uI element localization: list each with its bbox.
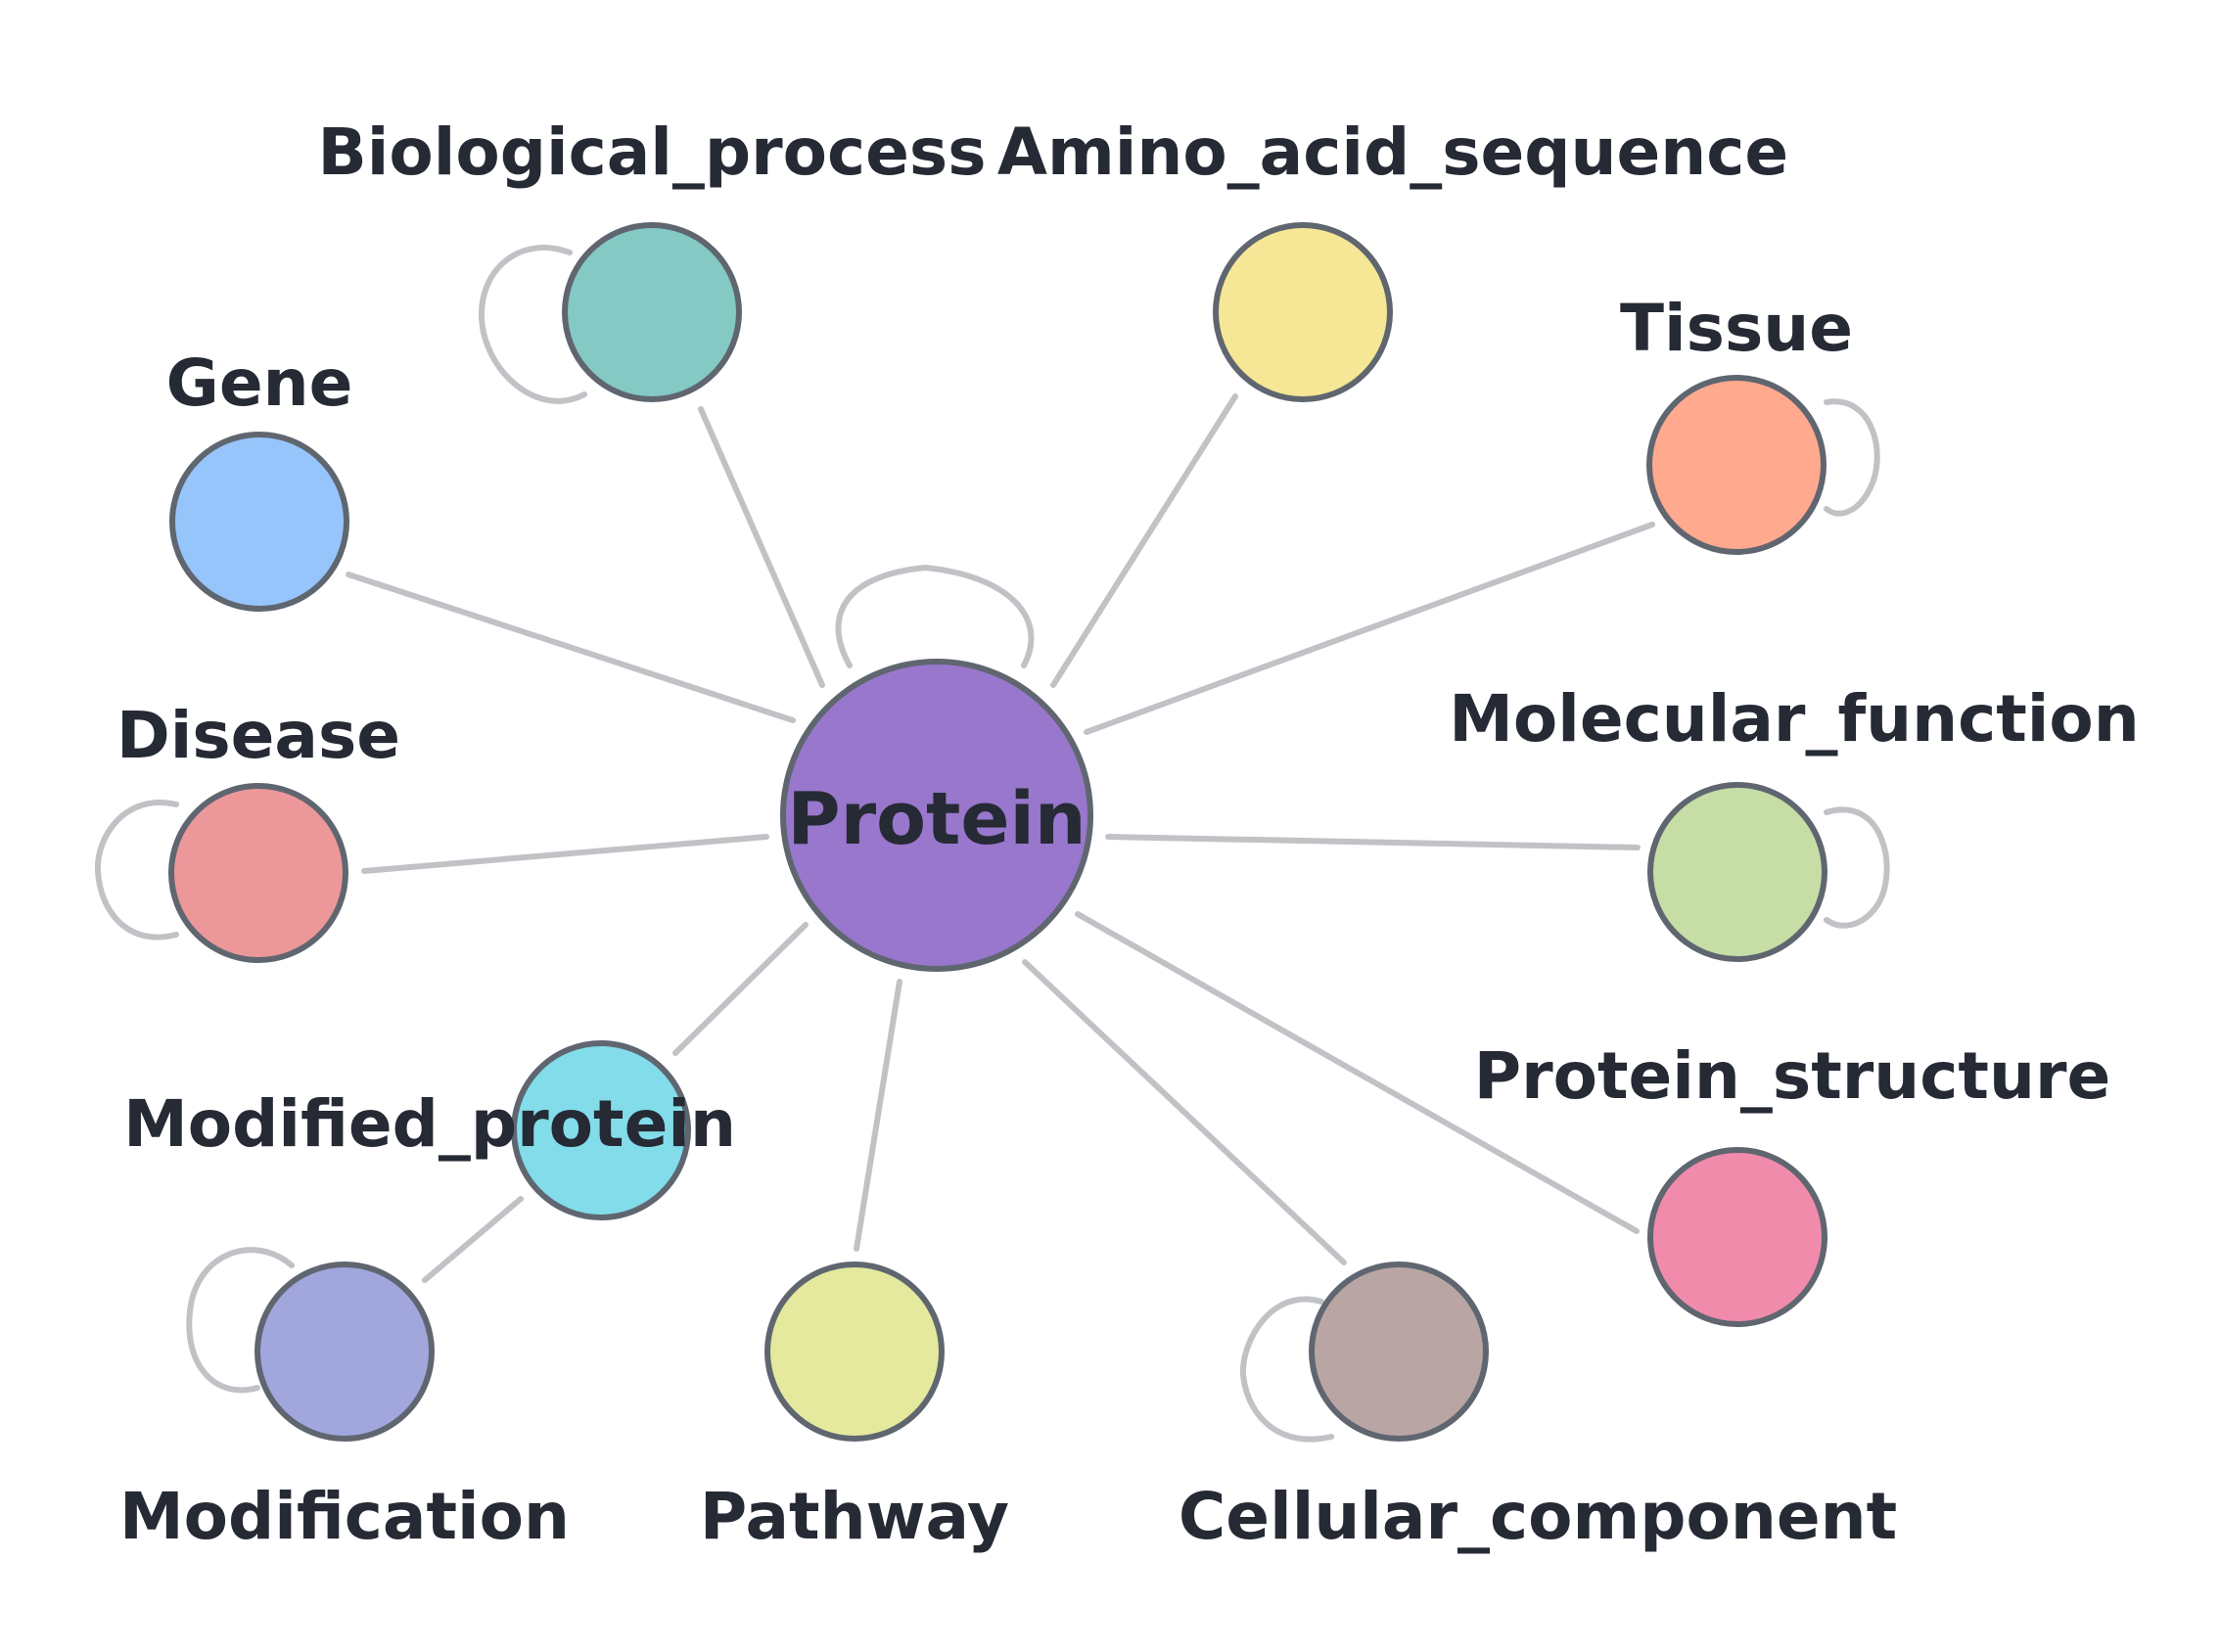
- node-gene[interactable]: [169, 432, 349, 612]
- edge-protein-protein-structure: [1075, 911, 1640, 1234]
- node-label-molecular-function: Molecular_function: [1449, 681, 2140, 757]
- node-disease[interactable]: [168, 783, 348, 963]
- edge-protein-molecular-function: [1105, 834, 1641, 850]
- node-biological-process[interactable]: [562, 222, 742, 402]
- edge-protein-cellular-component: [1022, 959, 1347, 1265]
- self-loop-protein: [835, 564, 1035, 668]
- node-label-gene: Gene: [166, 345, 353, 421]
- self-loop-biological-process: [478, 245, 587, 404]
- node-tissue[interactable]: [1646, 375, 1827, 555]
- edges: [346, 393, 1655, 1283]
- node-amino-acid-sequence[interactable]: [1213, 222, 1393, 402]
- node-label-disease: Disease: [116, 698, 400, 773]
- self-loop-disease: [94, 800, 179, 941]
- node-cellular-component[interactable]: [1309, 1262, 1489, 1442]
- edge-protein-pathway: [854, 979, 902, 1252]
- edge-protein-tissue: [1084, 522, 1655, 735]
- node-modification[interactable]: [254, 1262, 435, 1442]
- node-label-protein-structure: Protein_structure: [1474, 1038, 2111, 1114]
- node-label-modification: Modification: [119, 1479, 570, 1554]
- edge-protein-biological-process: [698, 406, 825, 688]
- node-modified-protein[interactable]: [511, 1040, 691, 1220]
- nodes: [168, 222, 1827, 1442]
- node-label-biological-process: Biological_process: [318, 115, 987, 190]
- edge-protein-disease: [361, 834, 769, 874]
- node-label-modified-protein: Modified_protein: [123, 1086, 736, 1162]
- node-pathway[interactable]: [764, 1262, 945, 1442]
- node-label-pathway: Pathway: [700, 1479, 1009, 1554]
- node-molecular-function[interactable]: [1647, 782, 1827, 962]
- node-label-protein: Protein: [787, 777, 1086, 861]
- self-loop-molecular-function: [1824, 806, 1890, 929]
- self-loop-cellular-component: [1239, 1296, 1334, 1443]
- node-label-tissue: Tissue: [1620, 291, 1853, 366]
- node-protein-structure[interactable]: [1647, 1147, 1827, 1327]
- node-label-cellular-component: Cellular_component: [1179, 1479, 1897, 1554]
- edge-protein-amino-acid-sequence: [1050, 393, 1238, 688]
- labels: Protein Biological_process Amino_acid_se…: [116, 115, 2140, 1554]
- edge-modified-protein-modification: [422, 1196, 524, 1283]
- edge-protein-modified-protein: [672, 922, 809, 1056]
- self-loop-modification: [186, 1247, 295, 1394]
- edge-protein-gene: [346, 572, 796, 723]
- self-loop-tissue: [1824, 398, 1880, 517]
- self-loops: [94, 245, 1890, 1443]
- node-protein[interactable]: [780, 659, 1093, 972]
- node-label-amino-acid-sequence: Amino_acid_sequence: [997, 115, 1788, 190]
